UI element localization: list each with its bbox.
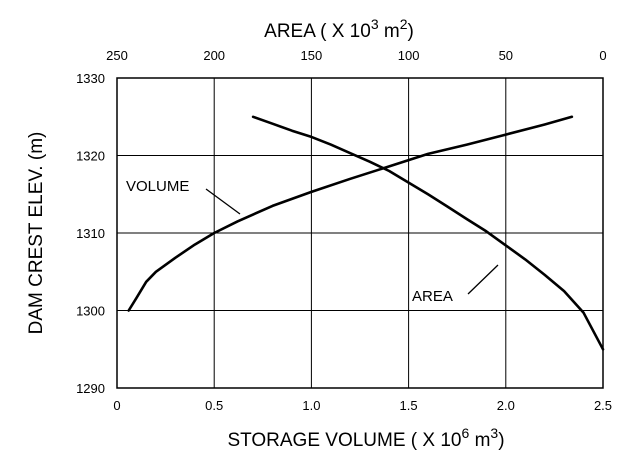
y-tick-label: 1300 bbox=[76, 304, 105, 319]
volume-curve bbox=[127, 115, 574, 312]
y-tick-label: 1290 bbox=[76, 381, 105, 396]
plot-frame bbox=[116, 77, 604, 389]
top-tick-label: 250 bbox=[106, 48, 128, 63]
y-tick-label: 1330 bbox=[76, 71, 105, 86]
top-axis-title-mid: m bbox=[379, 21, 400, 42]
bottom-tick-label: 1.0 bbox=[302, 398, 320, 413]
bottom-axis-title-end: ) bbox=[498, 430, 504, 451]
bottom-tick-label: 2.5 bbox=[594, 398, 612, 413]
top-axis-title-exp1: 3 bbox=[371, 16, 379, 32]
data-curves bbox=[127, 115, 605, 351]
grid-lines bbox=[116, 77, 604, 389]
volume-callout-label: VOLUME bbox=[126, 178, 189, 195]
top-tick-label: 100 bbox=[398, 48, 420, 63]
area-curve bbox=[251, 115, 605, 351]
top-axis-title-exp2: 2 bbox=[400, 16, 408, 32]
bottom-axis-title-mid: m bbox=[469, 430, 490, 451]
y-axis-title: DAM CREST ELEV. (m) bbox=[26, 132, 47, 335]
bottom-tick-label: 1.5 bbox=[400, 398, 418, 413]
top-tick-label: 50 bbox=[499, 48, 513, 63]
area-leader-line bbox=[467, 264, 499, 295]
top-tick-label: 150 bbox=[301, 48, 323, 63]
top-axis-title: AREA ( X 103 m2) bbox=[264, 16, 414, 42]
bottom-axis-title: STORAGE VOLUME ( X 106 m3) bbox=[227, 425, 504, 451]
bottom-tick-label: 2.0 bbox=[497, 398, 515, 413]
tick-labels: 0 0.5 1.0 1.5 2.0 2.5 250 200 150 100 50 0 1290 1300 1… bbox=[76, 48, 612, 413]
bottom-tick-label: 0.5 bbox=[205, 398, 223, 413]
top-axis-title-end: ) bbox=[408, 21, 414, 42]
top-tick-label: 200 bbox=[203, 48, 225, 63]
bottom-axis-title-main: STORAGE VOLUME ( X 10 bbox=[227, 430, 461, 451]
volume-leader-line bbox=[205, 188, 241, 215]
bottom-tick-label: 0 bbox=[113, 398, 120, 413]
y-tick-label: 1310 bbox=[76, 226, 105, 241]
bottom-axis-title-exp2: 3 bbox=[490, 425, 498, 441]
area-callout-label: AREA bbox=[412, 288, 453, 305]
top-axis-title-main: AREA ( X 10 bbox=[264, 21, 371, 42]
bottom-axis-title-exp1: 6 bbox=[462, 425, 470, 441]
top-tick-label: 0 bbox=[599, 48, 606, 63]
y-tick-label: 1320 bbox=[76, 149, 105, 164]
